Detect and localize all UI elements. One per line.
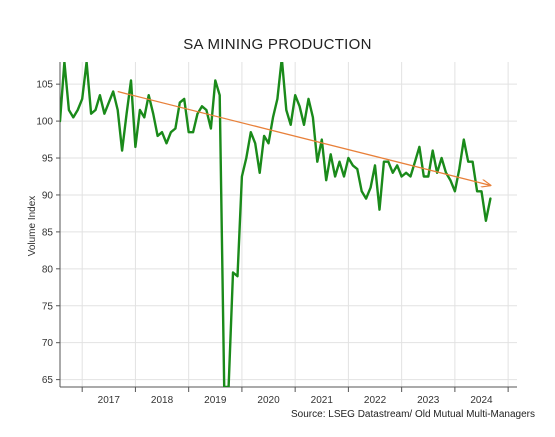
y-axis-title: Volume Index [27, 196, 38, 257]
y-tick-label: 85 [42, 227, 54, 238]
y-tick-label: 80 [42, 264, 54, 275]
y-tick-label: 100 [36, 117, 53, 128]
trend-arrow [117, 90, 491, 186]
x-tick-label: 2017 [98, 395, 121, 406]
series-line-0 [60, 62, 492, 387]
y-tick-label: 65 [42, 375, 54, 386]
y-tick-label: 105 [36, 80, 53, 91]
y-tick-label: 90 [42, 190, 54, 201]
x-tick-label: 2020 [257, 395, 280, 406]
x-tick-label: 2023 [417, 395, 440, 406]
chart-title: SA MINING PRODUCTION [183, 36, 372, 53]
x-tick-label: 2024 [470, 395, 493, 406]
x-tick-label: 2019 [204, 395, 227, 406]
y-tick-label: 95 [42, 154, 54, 165]
y-tick-label: 75 [42, 301, 54, 312]
x-tick-label: 2022 [364, 395, 387, 406]
y-tick-label: 70 [42, 338, 54, 349]
x-tick-label: 2021 [311, 395, 334, 406]
x-tick-label: 2018 [151, 395, 174, 406]
source-note: Source: LSEG Datastream/ Old Mutual Mult… [291, 409, 535, 420]
